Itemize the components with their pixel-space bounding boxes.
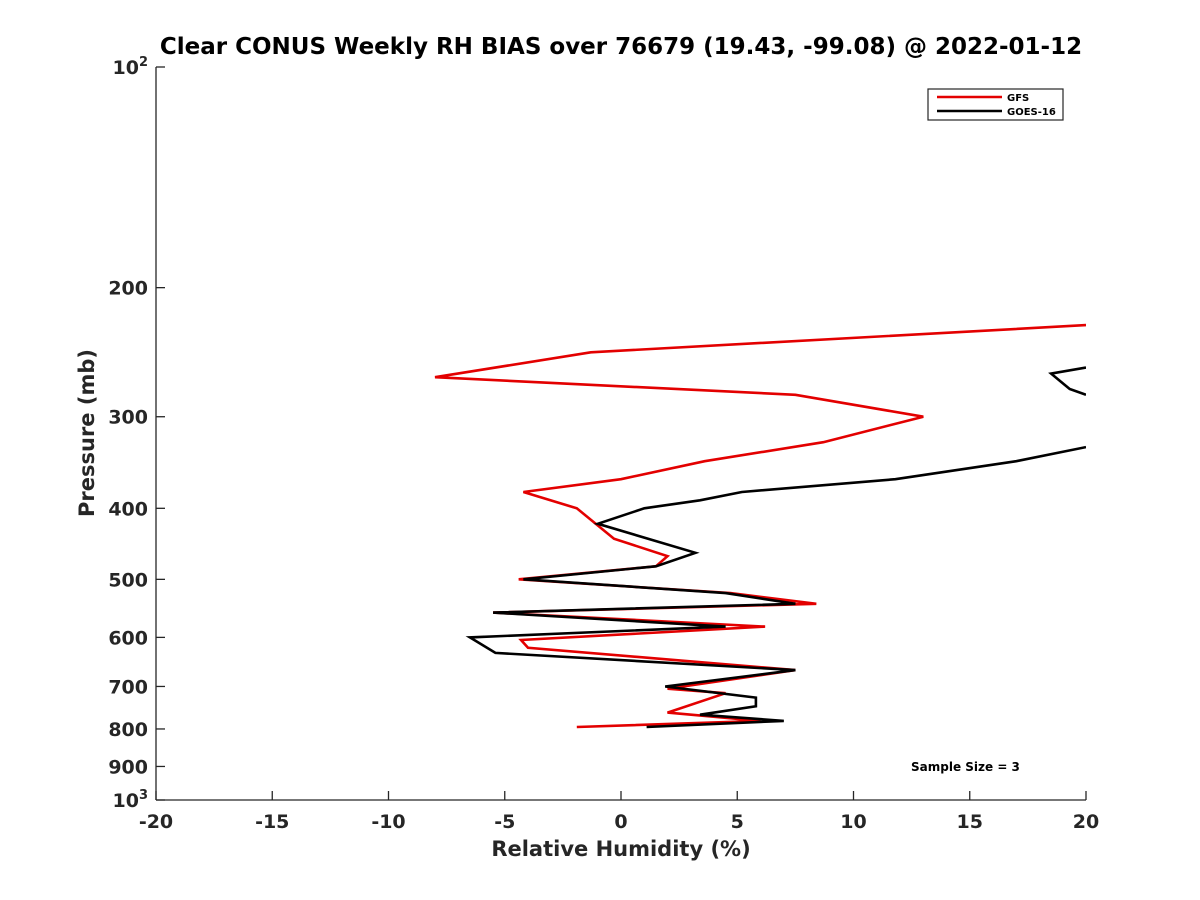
legend-box [927, 88, 1064, 121]
y-tick-label: 500 [108, 569, 148, 591]
legend: GFS GOES-16 [927, 88, 1064, 121]
legend-label-goes16: GOES-16 [1007, 107, 1056, 118]
y-tick-label: 103 [113, 788, 149, 812]
x-ticks: -20 -15 -10 -5 0 5 10 15 20 [139, 791, 1099, 833]
x-tick-label: 5 [731, 811, 744, 833]
y-tick-label: 900 [108, 756, 148, 778]
y-tick-label: 600 [108, 627, 148, 649]
legend-label-gfs: GFS [1007, 93, 1029, 104]
x-tick-label: 15 [957, 811, 983, 833]
y-ticks: 102 200 300 400 500 600 700 800 900 103 [108, 55, 165, 812]
x-axis-label: Relative Humidity (%) [491, 837, 750, 861]
x-tick-label: -5 [494, 811, 515, 833]
x-tick-label: 10 [840, 811, 866, 833]
series-layer [434, 323, 1086, 729]
chart-title: Clear CONUS Weekly RH BIAS over 76679 (1… [160, 34, 1082, 60]
y-tick-label: 200 [108, 278, 148, 300]
y-tick-label: 300 [108, 407, 148, 429]
x-tick-label: 20 [1073, 811, 1099, 833]
y-tick-label: 800 [108, 719, 148, 741]
y-tick-label: 700 [108, 676, 148, 698]
y-axis-label: Pressure (mb) [75, 349, 99, 517]
plot-area [156, 67, 1086, 800]
x-tick-label: -15 [255, 811, 289, 833]
x-tick-label: -20 [139, 811, 173, 833]
series-line-goes16 [465, 366, 1086, 729]
y-tick-label: 400 [108, 498, 148, 520]
y-tick-label: 102 [113, 55, 149, 79]
sample-size-annotation: Sample Size = 3 [911, 760, 1020, 774]
x-tick-label: -10 [371, 811, 405, 833]
x-tick-label: 0 [614, 811, 627, 833]
